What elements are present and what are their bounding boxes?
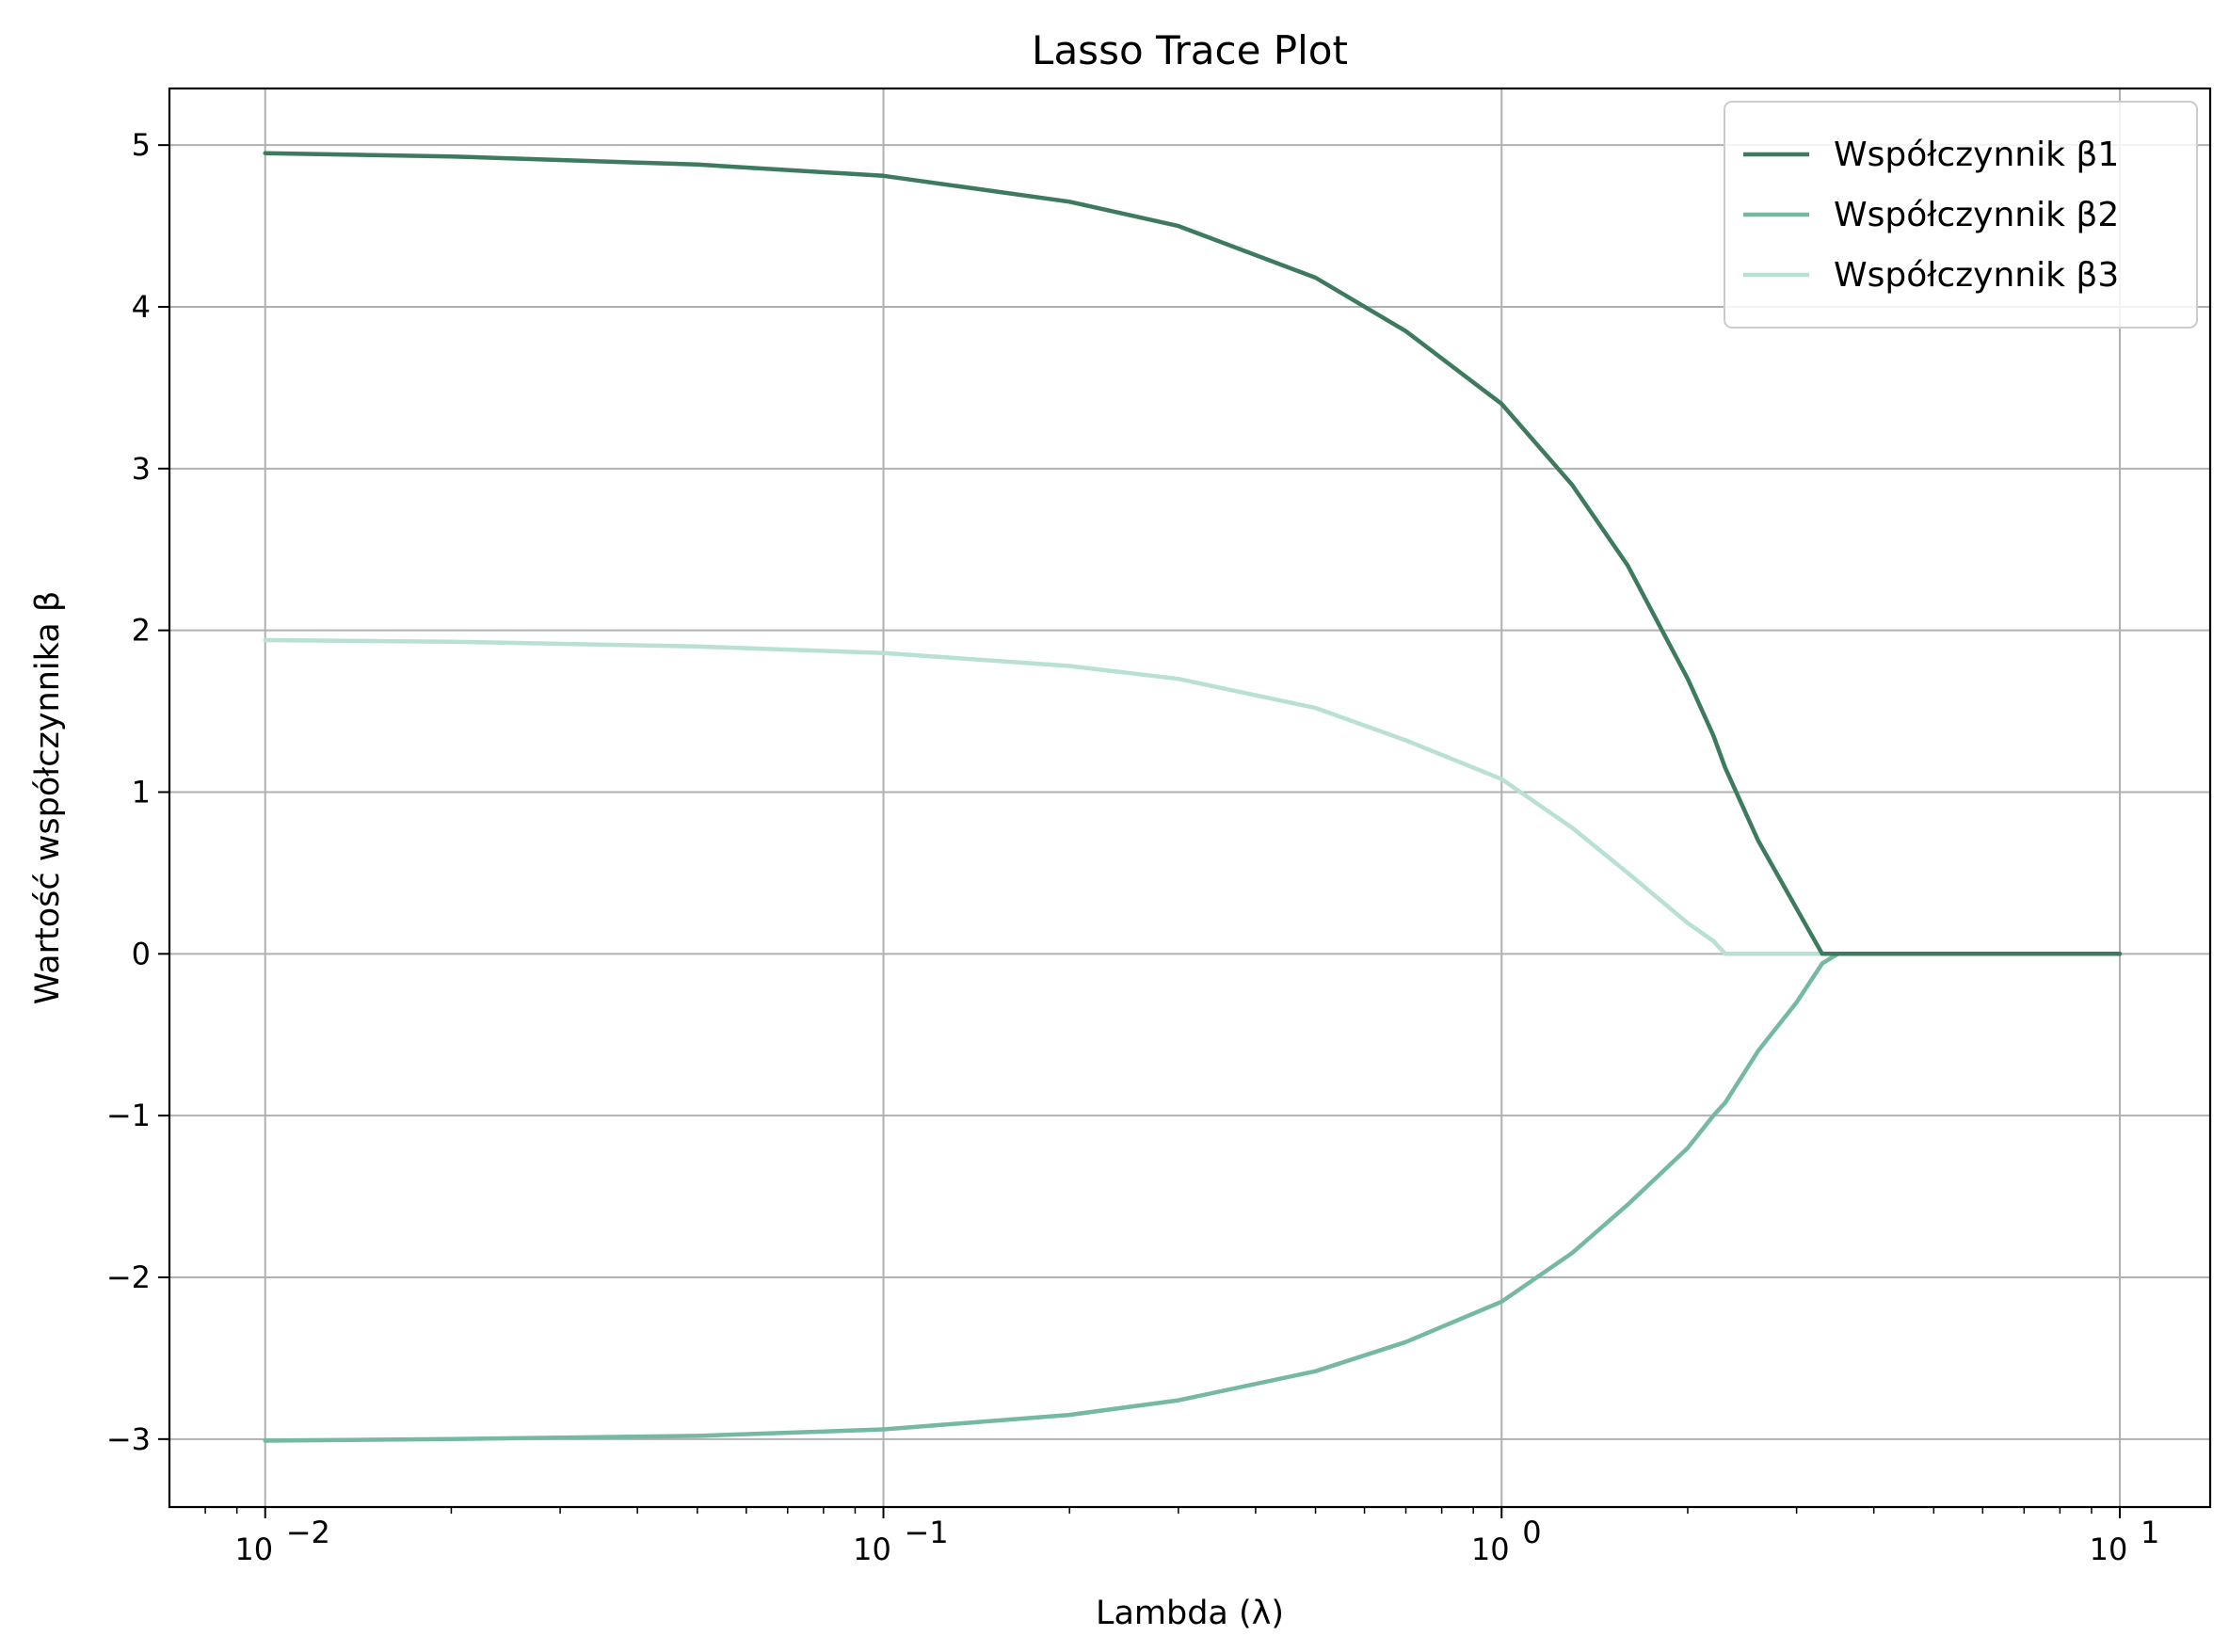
y-tick-label: 1 (132, 774, 151, 810)
series-line-beta2 (263, 952, 2123, 1443)
y-tick-label: 2 (132, 613, 151, 649)
plot-frame (168, 87, 2212, 1509)
legend-label-beta3: Współczynnik β3 (1834, 256, 2119, 295)
y-tick-label: −3 (106, 1421, 151, 1457)
x-tick-exponent: −1 (904, 1515, 948, 1550)
y-tick-label: 0 (132, 936, 151, 971)
series-line-beta3 (263, 637, 2123, 956)
y-tick-label: 4 (132, 289, 151, 325)
y-tick-label: −1 (106, 1098, 151, 1133)
chart-title: Lasso Trace Plot (1032, 27, 1348, 73)
y-tick-label: 5 (132, 127, 151, 163)
series-line-beta1 (263, 151, 2123, 956)
x-tick-label: 10 (1471, 1532, 1510, 1567)
legend-label-beta1: Współczynnik β1 (1834, 136, 2119, 174)
x-tick-label: 10 (234, 1532, 273, 1567)
y-tick-label: −2 (106, 1259, 151, 1295)
legend-box (1724, 101, 2198, 329)
x-tick-label: 10 (853, 1532, 891, 1567)
legend-label-beta2: Współczynnik β2 (1834, 196, 2119, 234)
x-tick-exponent: 1 (2141, 1515, 2159, 1550)
x-tick-exponent: 0 (1522, 1515, 1541, 1550)
x-tick-exponent: −2 (286, 1515, 330, 1550)
y-tick-label: 3 (132, 451, 151, 487)
y-axis-label: Wartość współczynnika β (29, 591, 67, 1004)
x-axis-label: Lambda (λ) (1096, 1595, 1284, 1632)
legend: Współczynnik β1 Współczynnik β2 Współczynn… (1724, 101, 2198, 329)
x-tick-label: 10 (2090, 1532, 2128, 1567)
series-layer (263, 151, 2123, 1443)
